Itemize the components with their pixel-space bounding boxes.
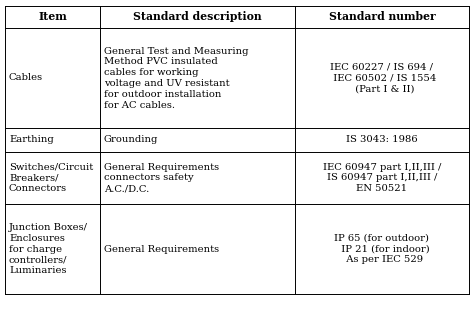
Text: IP 21 (for indoor): IP 21 (for indoor) (335, 245, 429, 253)
Text: (Part I & II): (Part I & II) (349, 84, 415, 93)
Text: IS 60947 part I,II,III /: IS 60947 part I,II,III / (327, 173, 437, 182)
Text: for charge: for charge (9, 245, 62, 253)
Text: connectors safety: connectors safety (104, 173, 193, 182)
Text: IEC 60502 / IS 1554: IEC 60502 / IS 1554 (328, 74, 437, 83)
Text: Item: Item (38, 11, 67, 23)
Text: for AC cables.: for AC cables. (104, 100, 175, 110)
Text: IEC 60947 part I,II,III /: IEC 60947 part I,II,III / (323, 163, 441, 172)
Text: cables for working: cables for working (104, 68, 199, 77)
Text: Enclosures: Enclosures (9, 234, 65, 243)
Text: for outdoor installation: for outdoor installation (104, 90, 221, 99)
Text: Junction Boxes/: Junction Boxes/ (9, 223, 88, 232)
Text: Connectors: Connectors (9, 184, 67, 193)
Text: EN 50521: EN 50521 (356, 184, 408, 193)
Text: IS 3043: 1986: IS 3043: 1986 (346, 135, 418, 144)
Text: IEC 60227 / IS 694 /: IEC 60227 / IS 694 / (330, 63, 434, 72)
Text: controllers/: controllers/ (9, 255, 67, 264)
Text: Standard description: Standard description (133, 11, 262, 23)
Text: Earthing: Earthing (9, 135, 54, 144)
Text: voltage and UV resistant: voltage and UV resistant (104, 79, 229, 88)
Text: Breakers/: Breakers/ (9, 173, 58, 182)
Text: Cables: Cables (9, 74, 43, 83)
Text: Luminaries: Luminaries (9, 266, 66, 275)
Text: General Requirements: General Requirements (104, 245, 219, 253)
Text: General Test and Measuring: General Test and Measuring (104, 46, 248, 55)
Text: Switches/Circuit: Switches/Circuit (9, 163, 93, 172)
Text: Grounding: Grounding (104, 135, 158, 144)
Text: Standard number: Standard number (328, 11, 436, 23)
Text: As per IEC 529: As per IEC 529 (340, 255, 424, 264)
Text: General Requirements: General Requirements (104, 163, 219, 172)
Text: A.C./D.C.: A.C./D.C. (104, 184, 149, 193)
Text: Method PVC insulated: Method PVC insulated (104, 57, 218, 66)
Text: IP 65 (for outdoor): IP 65 (for outdoor) (335, 234, 429, 243)
